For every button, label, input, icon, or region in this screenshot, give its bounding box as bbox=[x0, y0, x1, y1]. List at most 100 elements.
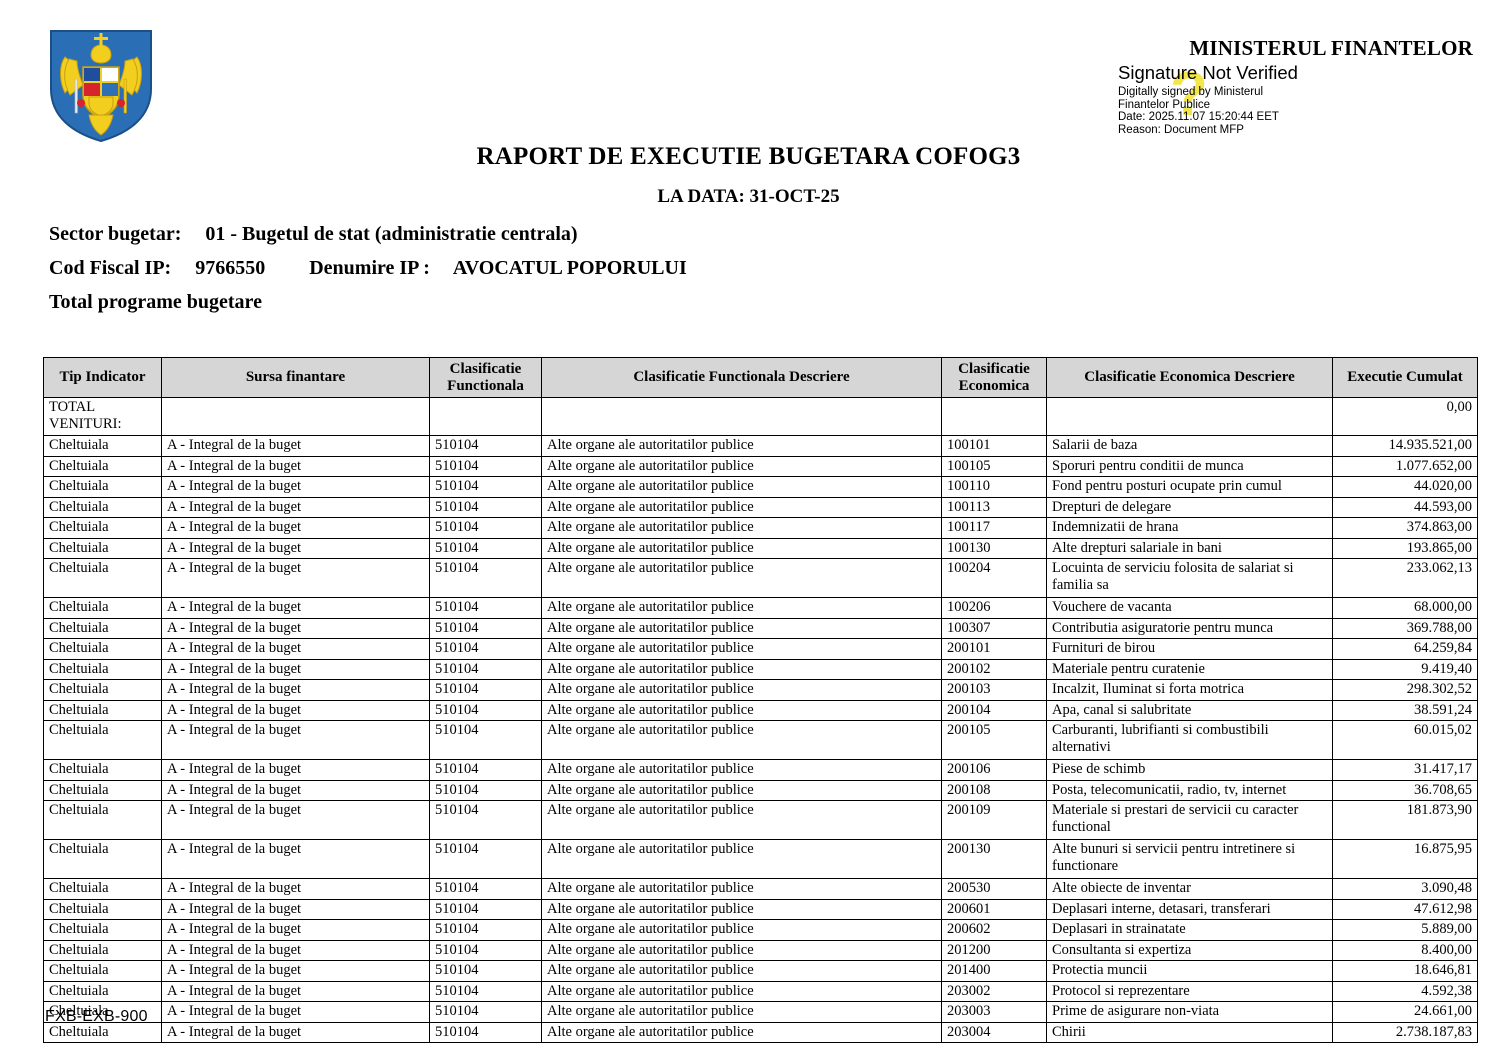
cell-sursa-finantare: A - Integral de la buget bbox=[161, 939, 430, 961]
ministry-name: MINISTERUL FINANTELOR bbox=[1189, 36, 1473, 60]
cell-tip-indicator: Cheltuiala bbox=[43, 617, 162, 639]
cell-total-cf bbox=[429, 397, 542, 436]
cell-clasificatie-economica-descriere: Indemnizatii de hrana bbox=[1046, 517, 1333, 539]
cell-clasificatie-economica: 200130 bbox=[941, 839, 1047, 879]
cell-clasificatie-economica: 100101 bbox=[941, 435, 1047, 457]
cell-tip-indicator: Cheltuiala bbox=[43, 839, 162, 879]
sector-bugetar-label: Sector bugetar: bbox=[49, 223, 182, 245]
cell-clasificatie-functionala-descriere: Alte organe ale autoritatilor publice bbox=[541, 939, 942, 961]
cell-clasificatie-functionala-descriere: Alte organe ale autoritatilor publice bbox=[541, 699, 942, 721]
cell-tip-indicator: Cheltuiala bbox=[43, 980, 162, 1002]
table-row: Cheltuiala A - Integral de la buget 510104… bbox=[43, 476, 1478, 498]
cell-clasificatie-functionala: 510104 bbox=[429, 435, 542, 457]
table-row: Cheltuiala A - Integral de la buget 510104… bbox=[43, 1001, 1478, 1023]
cell-tip-indicator: Cheltuiala bbox=[43, 939, 162, 961]
cell-clasificatie-functionala-descriere: Alte organe ale autoritatilor publice bbox=[541, 558, 942, 598]
cell-total-ce bbox=[941, 397, 1047, 436]
cell-executie-cumulat: 44.593,00 bbox=[1332, 496, 1478, 518]
cell-sursa-finantare: A - Integral de la buget bbox=[161, 517, 430, 539]
cell-clasificatie-functionala: 510104 bbox=[429, 759, 542, 781]
budget-execution-table: Tip Indicator Sursa finantare Clasificat… bbox=[43, 357, 1478, 1043]
cell-clasificatie-functionala: 510104 bbox=[429, 617, 542, 639]
cell-clasificatie-functionala: 510104 bbox=[429, 699, 542, 721]
column-header-clasificatie-functionala: Clasificatie Functionala bbox=[429, 357, 542, 398]
cell-clasificatie-functionala-descriere: Alte organe ale autoritatilor publice bbox=[541, 720, 942, 760]
cell-clasificatie-economica-descriere: Carburanti, lubrifianti si combustibili … bbox=[1046, 720, 1333, 760]
cell-clasificatie-functionala: 510104 bbox=[429, 839, 542, 879]
denumire-ip-value: AVOCATUL POPORULUI bbox=[452, 257, 687, 279]
cell-clasificatie-functionala-descriere: Alte organe ale autoritatilor publice bbox=[541, 800, 942, 840]
cell-sursa-finantare: A - Integral de la buget bbox=[161, 779, 430, 801]
table-body: TOTAL VENITURI: 0,00 Cheltuiala A - Integra… bbox=[43, 397, 1478, 1043]
cell-clasificatie-economica: 100307 bbox=[941, 617, 1047, 639]
cell-executie-cumulat: 374.863,00 bbox=[1332, 517, 1478, 539]
cell-clasificatie-economica-descriere: Incalzit, Iluminat si forta motrica bbox=[1046, 679, 1333, 701]
cell-clasificatie-economica: 200105 bbox=[941, 720, 1047, 760]
cell-clasificatie-economica-descriere: Alte obiecte de inventar bbox=[1046, 878, 1333, 900]
cell-sursa-finantare: A - Integral de la buget bbox=[161, 558, 430, 598]
cell-executie-cumulat: 193.865,00 bbox=[1332, 537, 1478, 559]
table-row: Cheltuiala A - Integral de la buget 510104… bbox=[43, 720, 1478, 760]
cell-executie-cumulat: 68.000,00 bbox=[1332, 597, 1478, 619]
cell-executie-cumulat: 4.592,38 bbox=[1332, 980, 1478, 1002]
cell-clasificatie-functionala-descriere: Alte organe ale autoritatilor publice bbox=[541, 919, 942, 941]
cell-clasificatie-functionala-descriere: Alte organe ale autoritatilor publice bbox=[541, 638, 942, 660]
table-row: Cheltuiala A - Integral de la buget 510104… bbox=[43, 537, 1478, 559]
cell-sursa-finantare: A - Integral de la buget bbox=[161, 878, 430, 900]
cell-clasificatie-functionala: 510104 bbox=[429, 658, 542, 680]
table-row: Cheltuiala A - Integral de la buget 510104… bbox=[43, 699, 1478, 721]
cell-clasificatie-functionala-descriere: Alte organe ale autoritatilor publice bbox=[541, 496, 942, 518]
cell-clasificatie-functionala-descriere: Alte organe ale autoritatilor publice bbox=[541, 878, 942, 900]
cell-executie-cumulat: 60.015,02 bbox=[1332, 720, 1478, 760]
cell-clasificatie-functionala: 510104 bbox=[429, 1001, 542, 1023]
cod-fiscal-line: Cod Fiscal IP: 9766550 Denumire IP : AVO… bbox=[49, 256, 687, 281]
cell-tip-indicator: Cheltuiala bbox=[43, 1021, 162, 1043]
cell-clasificatie-functionala-descriere: Alte organe ale autoritatilor publice bbox=[541, 1001, 942, 1023]
cell-clasificatie-economica: 100110 bbox=[941, 476, 1047, 498]
cell-clasificatie-economica: 201400 bbox=[941, 960, 1047, 982]
cell-clasificatie-economica: 200106 bbox=[941, 759, 1047, 781]
table-row: Cheltuiala A - Integral de la buget 510104… bbox=[43, 898, 1478, 920]
cell-tip-indicator: Cheltuiala bbox=[43, 779, 162, 801]
cell-clasificatie-economica: 200601 bbox=[941, 898, 1047, 920]
cell-clasificatie-functionala-descriere: Alte organe ale autoritatilor publice bbox=[541, 658, 942, 680]
cell-executie-cumulat: 44.020,00 bbox=[1332, 476, 1478, 498]
table-row: Cheltuiala A - Integral de la buget 510104… bbox=[43, 919, 1478, 941]
cell-clasificatie-economica: 200102 bbox=[941, 658, 1047, 680]
cell-clasificatie-economica-descriere: Contributia asiguratorie pentru munca bbox=[1046, 617, 1333, 639]
table-header-row: Tip Indicator Sursa finantare Clasificat… bbox=[43, 357, 1478, 398]
cell-clasificatie-functionala: 510104 bbox=[429, 537, 542, 559]
cell-clasificatie-functionala-descriere: Alte organe ale autoritatilor publice bbox=[541, 679, 942, 701]
cell-clasificatie-economica: 200104 bbox=[941, 699, 1047, 721]
page-title: RAPORT DE EXECUTIE BUGETARA COFOG3 bbox=[476, 143, 1021, 170]
document-header: MINISTERUL FINANTELOR ? Signature Not Ve… bbox=[0, 0, 1497, 145]
cell-clasificatie-economica-descriere: Protocol si reprezentare bbox=[1046, 980, 1333, 1002]
cell-sursa-finantare: A - Integral de la buget bbox=[161, 1021, 430, 1043]
cell-sursa-finantare: A - Integral de la buget bbox=[161, 435, 430, 457]
cell-total-ced bbox=[1046, 397, 1333, 436]
cell-clasificatie-economica-descriere: Alte drepturi salariale in bani bbox=[1046, 537, 1333, 559]
cell-total-cfd bbox=[541, 397, 942, 436]
cell-clasificatie-functionala-descriere: Alte organe ale autoritatilor publice bbox=[541, 435, 942, 457]
cell-sursa-finantare: A - Integral de la buget bbox=[161, 759, 430, 781]
cell-tip-indicator: Cheltuiala bbox=[43, 558, 162, 598]
cell-clasificatie-functionala-descriere: Alte organe ale autoritatilor publice bbox=[541, 617, 942, 639]
cell-total-label: TOTAL VENITURI: bbox=[43, 397, 162, 436]
cell-tip-indicator: Cheltuiala bbox=[43, 597, 162, 619]
cell-clasificatie-economica: 200109 bbox=[941, 800, 1047, 840]
cell-clasificatie-functionala-descriere: Alte organe ale autoritatilor publice bbox=[541, 476, 942, 498]
cell-clasificatie-economica: 203002 bbox=[941, 980, 1047, 1002]
table-row: Cheltuiala A - Integral de la buget 510104… bbox=[43, 679, 1478, 701]
sector-bugetar-line: Sector bugetar: 01 - Bugetul de stat (ad… bbox=[49, 222, 687, 247]
cell-sursa-finantare: A - Integral de la buget bbox=[161, 455, 430, 477]
cell-clasificatie-economica: 203004 bbox=[941, 1021, 1047, 1043]
cell-tip-indicator: Cheltuiala bbox=[43, 800, 162, 840]
cell-clasificatie-economica-descriere: Chirii bbox=[1046, 1021, 1333, 1043]
table-row: Cheltuiala A - Integral de la buget 510104… bbox=[43, 939, 1478, 961]
table-row: Cheltuiala A - Integral de la buget 510104… bbox=[43, 1021, 1478, 1043]
table-row: Cheltuiala A - Integral de la buget 510104… bbox=[43, 759, 1478, 781]
cell-clasificatie-functionala: 510104 bbox=[429, 878, 542, 900]
cell-executie-cumulat: 18.646,81 bbox=[1332, 960, 1478, 982]
cell-clasificatie-economica-descriere: Prime de asigurare non-viata bbox=[1046, 1001, 1333, 1023]
cell-sursa-finantare: A - Integral de la buget bbox=[161, 898, 430, 920]
